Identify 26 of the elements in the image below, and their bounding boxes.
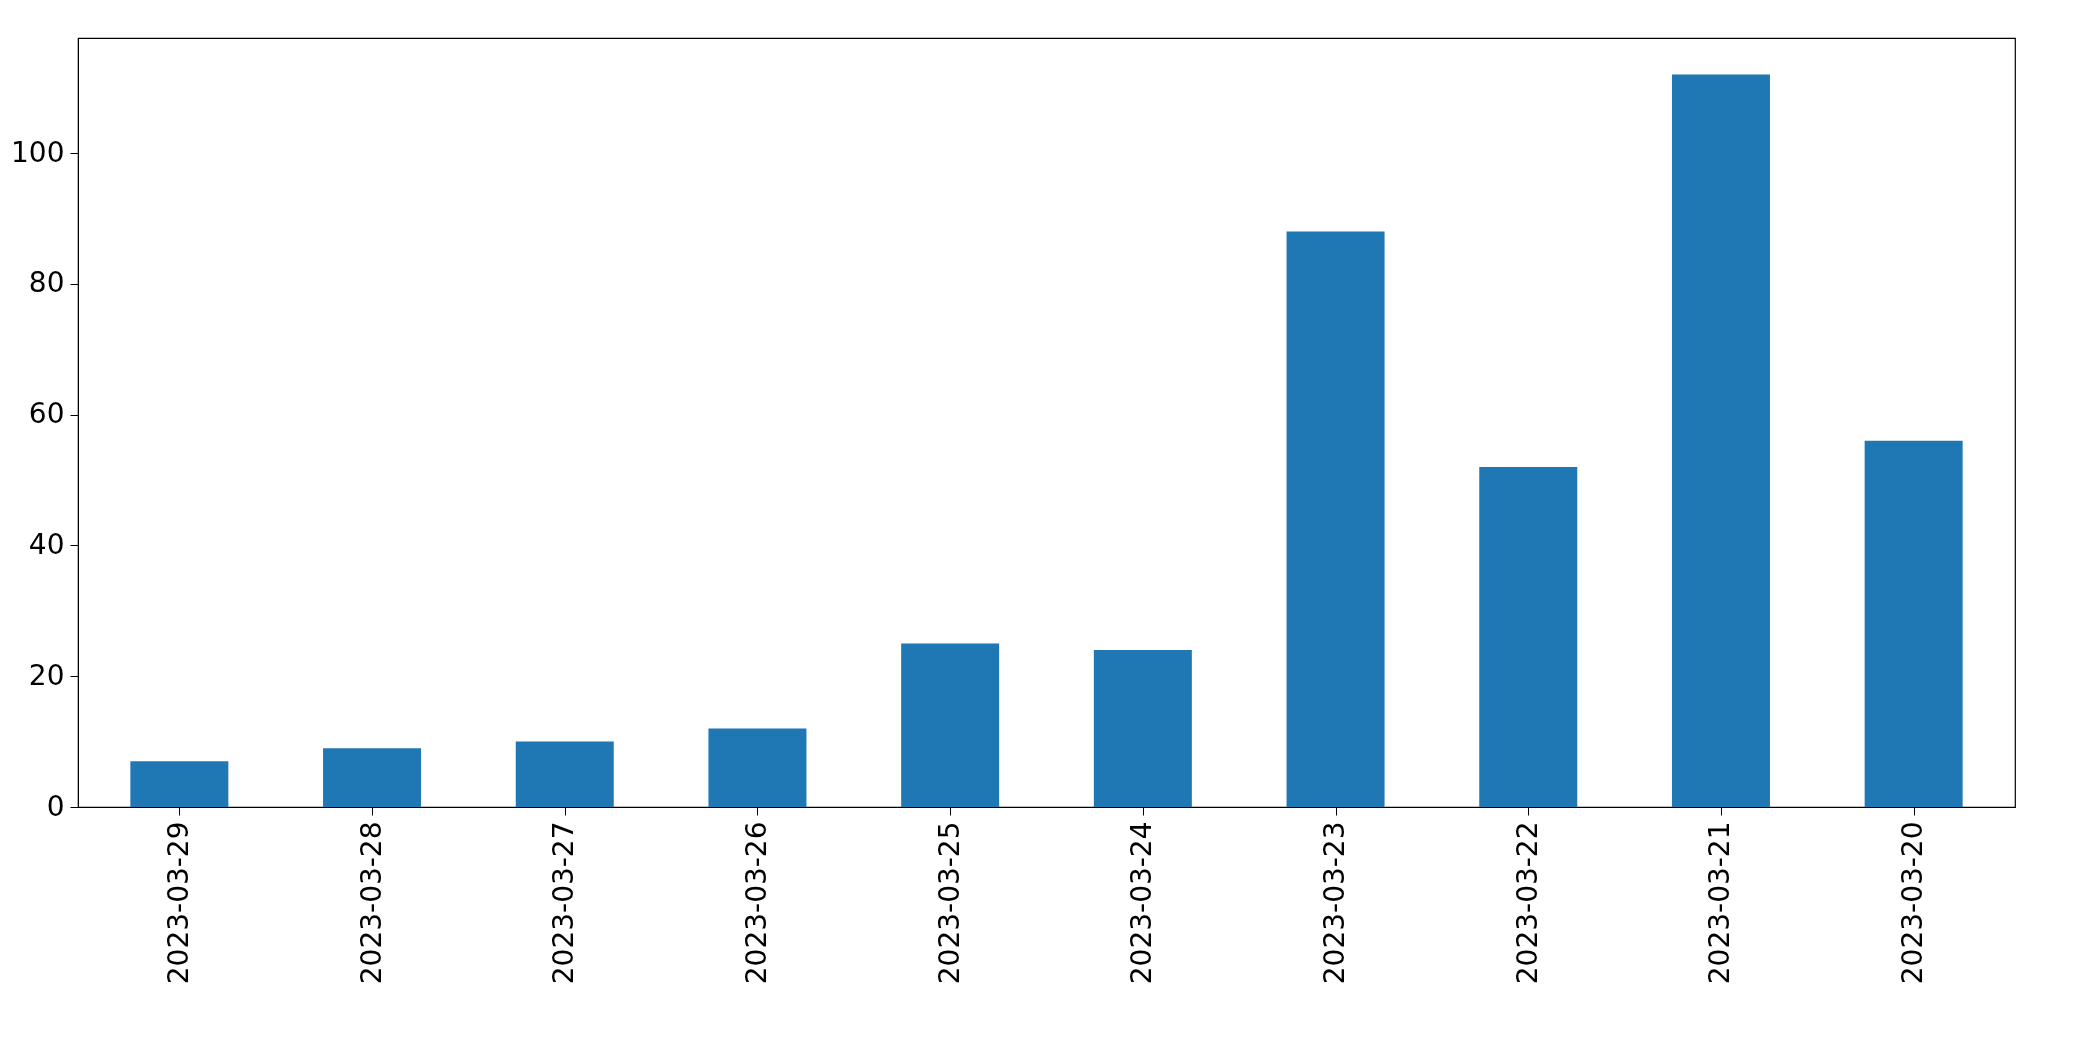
x-tick-label: 2023-03-29 (161, 821, 195, 985)
bar (1864, 440, 1963, 807)
x-tick-label: 2023-03-20 (1896, 821, 1930, 985)
bar (901, 643, 1000, 807)
x-tick-label: 2023-03-26 (739, 821, 773, 985)
bar (708, 728, 807, 807)
x-tick-label: 2023-03-24 (1125, 821, 1159, 985)
x-tick-label: 2023-03-28 (354, 821, 388, 985)
y-tick-label: 40 (28, 527, 65, 561)
bar (1671, 74, 1770, 807)
x-tick-label: 2023-03-25 (932, 821, 966, 985)
x-tick-label: 2023-03-27 (547, 821, 581, 985)
y-tick-label: 100 (11, 135, 65, 169)
y-tick-label: 80 (28, 266, 65, 300)
y-tick-label: 20 (28, 658, 65, 692)
bar (1093, 650, 1192, 807)
bar (515, 741, 614, 807)
x-tick-label: 2023-03-21 (1703, 821, 1737, 985)
bar (1479, 466, 1578, 807)
bar (130, 761, 229, 807)
bar (323, 748, 422, 807)
y-tick-label: 60 (28, 397, 65, 431)
x-tick-label: 2023-03-22 (1510, 821, 1544, 985)
y-tick-label: 0 (46, 789, 65, 823)
bar (1286, 231, 1385, 807)
x-tick-label: 2023-03-23 (1318, 821, 1352, 985)
